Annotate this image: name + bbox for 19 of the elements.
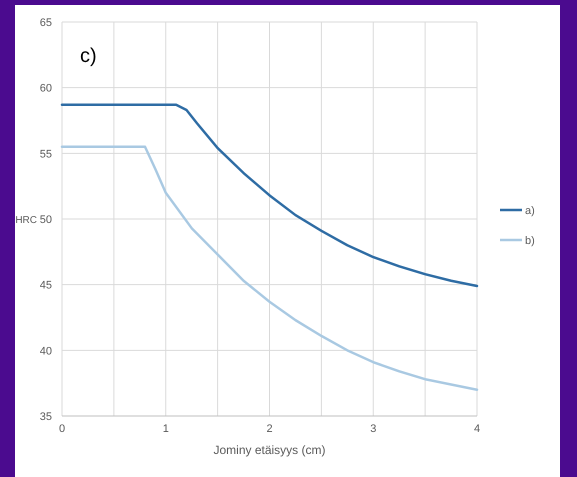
y-tick-label: 65 xyxy=(40,17,52,29)
legend-label: b) xyxy=(525,235,535,247)
y-tick-label: 35 xyxy=(40,411,52,423)
y-tick-label: 60 xyxy=(40,82,52,95)
y-tick-label: 45 xyxy=(40,280,52,292)
x-tick-label: 4 xyxy=(474,423,480,435)
y-tick-label: 50 xyxy=(40,214,52,226)
x-axis-title: Jominy etäisyys (cm) xyxy=(213,443,326,457)
legend-label: a) xyxy=(525,205,535,217)
y-tick-label: 40 xyxy=(40,345,52,358)
y-axis-title: HRC xyxy=(15,215,37,226)
y-tick-label: 55 xyxy=(40,148,52,160)
annotation: c) xyxy=(80,45,97,67)
x-tick-label: 0 xyxy=(58,423,66,435)
x-tick-label: 1 xyxy=(162,423,169,435)
x-tick-label: 2 xyxy=(266,423,273,435)
line-series xyxy=(60,103,478,288)
line-series xyxy=(60,146,478,391)
x-tick-label: 3 xyxy=(370,423,376,435)
